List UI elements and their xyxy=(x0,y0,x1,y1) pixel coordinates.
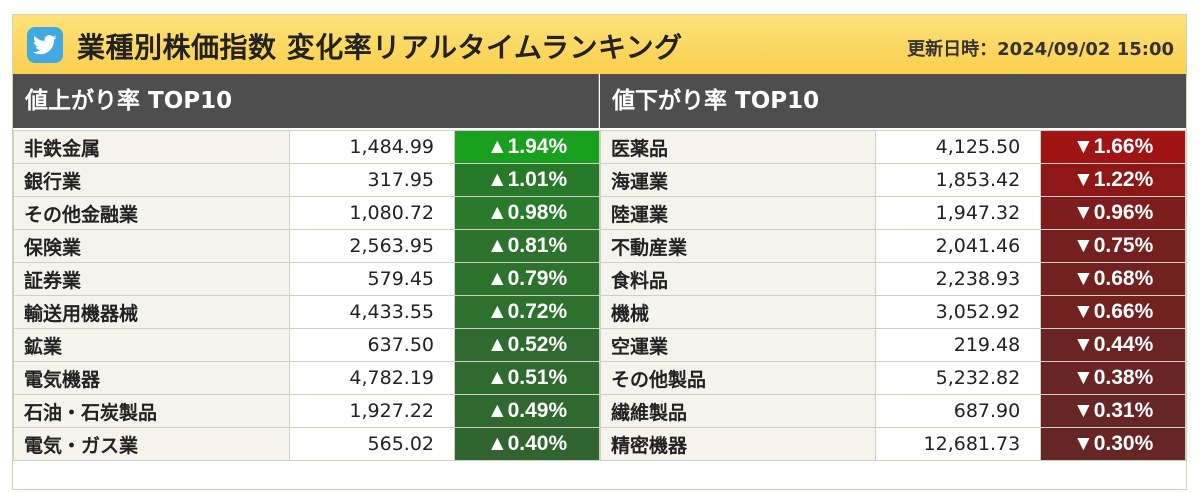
change-rate: ▲1.94% xyxy=(454,130,600,164)
change-rate: ▲0.72% xyxy=(454,295,600,329)
table-row: 石油・石炭製品 1,927.22 ▲0.49% xyxy=(13,394,600,428)
ranking-widget: 業種別株価指数 変化率リアルタイムランキング 更新日時：2024/09/02 1… xyxy=(12,14,1187,490)
sector-name: 繊維製品 xyxy=(599,394,877,428)
sector-name: 非鉄金属 xyxy=(13,130,290,164)
table-row: 電気・ガス業 565.02 ▲0.40% xyxy=(13,427,600,461)
index-value: 1,927.22 xyxy=(289,394,455,428)
sector-name: 証券業 xyxy=(13,262,290,296)
change-rate: ▲0.79% xyxy=(454,262,600,296)
change-rate: ▼0.30% xyxy=(1040,427,1186,461)
change-rate: ▼0.66% xyxy=(1040,295,1186,329)
change-rate: ▼1.22% xyxy=(1040,163,1186,197)
sector-name: その他金融業 xyxy=(13,196,290,230)
sector-name: その他製品 xyxy=(599,361,877,395)
sector-name: 医薬品 xyxy=(599,130,877,164)
change-rate: ▼0.75% xyxy=(1040,229,1186,263)
index-value: 317.95 xyxy=(289,163,455,197)
table-row: その他金融業 1,080.72 ▲0.98% xyxy=(13,196,600,230)
sector-name: 電気・ガス業 xyxy=(13,427,290,461)
twitter-bird-icon xyxy=(33,35,57,55)
index-value: 2,238.93 xyxy=(875,262,1042,296)
table-row: 鉱業 637.50 ▲0.52% xyxy=(13,328,600,362)
twitter-share-button[interactable] xyxy=(27,27,63,63)
table-row: 空運業 219.48 ▼0.44% xyxy=(599,328,1186,362)
sector-name: 食料品 xyxy=(599,262,877,296)
sector-name: 輸送用機器械 xyxy=(13,295,290,329)
page-title: 業種別株価指数 変化率リアルタイムランキング xyxy=(77,31,683,64)
table-row: 繊維製品 687.90 ▼0.31% xyxy=(599,394,1186,428)
table-row: 海運業 1,853.42 ▼1.22% xyxy=(599,163,1186,197)
index-value: 4,782.19 xyxy=(289,361,455,395)
change-rate: ▲0.40% xyxy=(454,427,600,461)
index-value: 219.48 xyxy=(875,328,1042,362)
change-rate: ▼0.68% xyxy=(1040,262,1186,296)
change-rate: ▼1.66% xyxy=(1040,130,1186,164)
index-value: 2,563.95 xyxy=(289,229,455,263)
index-value: 1,484.99 xyxy=(289,130,455,164)
index-value: 4,433.55 xyxy=(289,295,455,329)
sector-name: 陸運業 xyxy=(599,196,877,230)
table-row: 食料品 2,238.93 ▼0.68% xyxy=(599,262,1186,296)
change-rate: ▲1.01% xyxy=(454,163,600,197)
change-rate: ▼0.31% xyxy=(1040,394,1186,428)
index-value: 1,853.42 xyxy=(875,163,1042,197)
sector-name: 不動産業 xyxy=(599,229,877,263)
table-row: 不動産業 2,041.46 ▼0.75% xyxy=(599,229,1186,263)
sector-name: 機械 xyxy=(599,295,877,329)
table-row: 精密機器 12,681.73 ▼0.30% xyxy=(599,427,1186,461)
table-row: 陸運業 1,947.32 ▼0.96% xyxy=(599,196,1186,230)
sector-name: 精密機器 xyxy=(599,427,877,461)
change-rate: ▲0.52% xyxy=(454,328,600,362)
sector-name: 空運業 xyxy=(599,328,877,362)
index-value: 1,947.32 xyxy=(875,196,1042,230)
index-value: 579.45 xyxy=(289,262,455,296)
change-rate: ▼0.44% xyxy=(1040,328,1186,362)
table-row: 輸送用機器械 4,433.55 ▲0.72% xyxy=(13,295,600,329)
index-value: 1,080.72 xyxy=(289,196,455,230)
index-value: 2,041.46 xyxy=(875,229,1042,263)
gainers-heading: 値上がり率 TOP10 xyxy=(13,74,599,128)
table-row: 機械 3,052.92 ▼0.66% xyxy=(599,295,1186,329)
table-row: 証券業 579.45 ▲0.79% xyxy=(13,262,600,296)
sector-name: 海運業 xyxy=(599,163,877,197)
losers-table: 医薬品 4,125.50 ▼1.66% 海運業 1,853.42 ▼1.22% 陸運業 1,9… xyxy=(599,130,1186,461)
updated-timestamp: 更新日時：2024/09/02 15:00 xyxy=(907,39,1174,60)
change-rate: ▲0.81% xyxy=(454,229,600,263)
table-row: 非鉄金属 1,484.99 ▲1.94% xyxy=(13,130,600,164)
index-value: 4,125.50 xyxy=(875,130,1042,164)
table-row: 医薬品 4,125.50 ▼1.66% xyxy=(599,130,1186,164)
sector-name: 石油・石炭製品 xyxy=(13,394,290,428)
table-row: 保険業 2,563.95 ▲0.81% xyxy=(13,229,600,263)
index-value: 687.90 xyxy=(875,394,1042,428)
sector-name: 銀行業 xyxy=(13,163,290,197)
sector-name: 鉱業 xyxy=(13,328,290,362)
table-row: 銀行業 317.95 ▲1.01% xyxy=(13,163,600,197)
losers-heading: 値下がり率 TOP10 xyxy=(600,74,1186,128)
table-row: 電気機器 4,782.19 ▲0.51% xyxy=(13,361,600,395)
change-rate: ▼0.96% xyxy=(1040,196,1186,230)
widget-header: 業種別株価指数 変化率リアルタイムランキング 更新日時：2024/09/02 1… xyxy=(13,15,1186,74)
index-value: 3,052.92 xyxy=(875,295,1042,329)
index-value: 565.02 xyxy=(289,427,455,461)
sector-name: 電気機器 xyxy=(13,361,290,395)
sector-name: 保険業 xyxy=(13,229,290,263)
change-rate: ▲0.98% xyxy=(454,196,600,230)
index-value: 637.50 xyxy=(289,328,455,362)
index-value: 12,681.73 xyxy=(875,427,1042,461)
change-rate: ▲0.49% xyxy=(454,394,600,428)
index-value: 5,232.82 xyxy=(875,361,1042,395)
change-rate: ▲0.51% xyxy=(454,361,600,395)
table-row: その他製品 5,232.82 ▼0.38% xyxy=(599,361,1186,395)
gainers-table: 非鉄金属 1,484.99 ▲1.94% 銀行業 317.95 ▲1.01% その他金融業 1… xyxy=(13,130,600,461)
change-rate: ▼0.38% xyxy=(1040,361,1186,395)
